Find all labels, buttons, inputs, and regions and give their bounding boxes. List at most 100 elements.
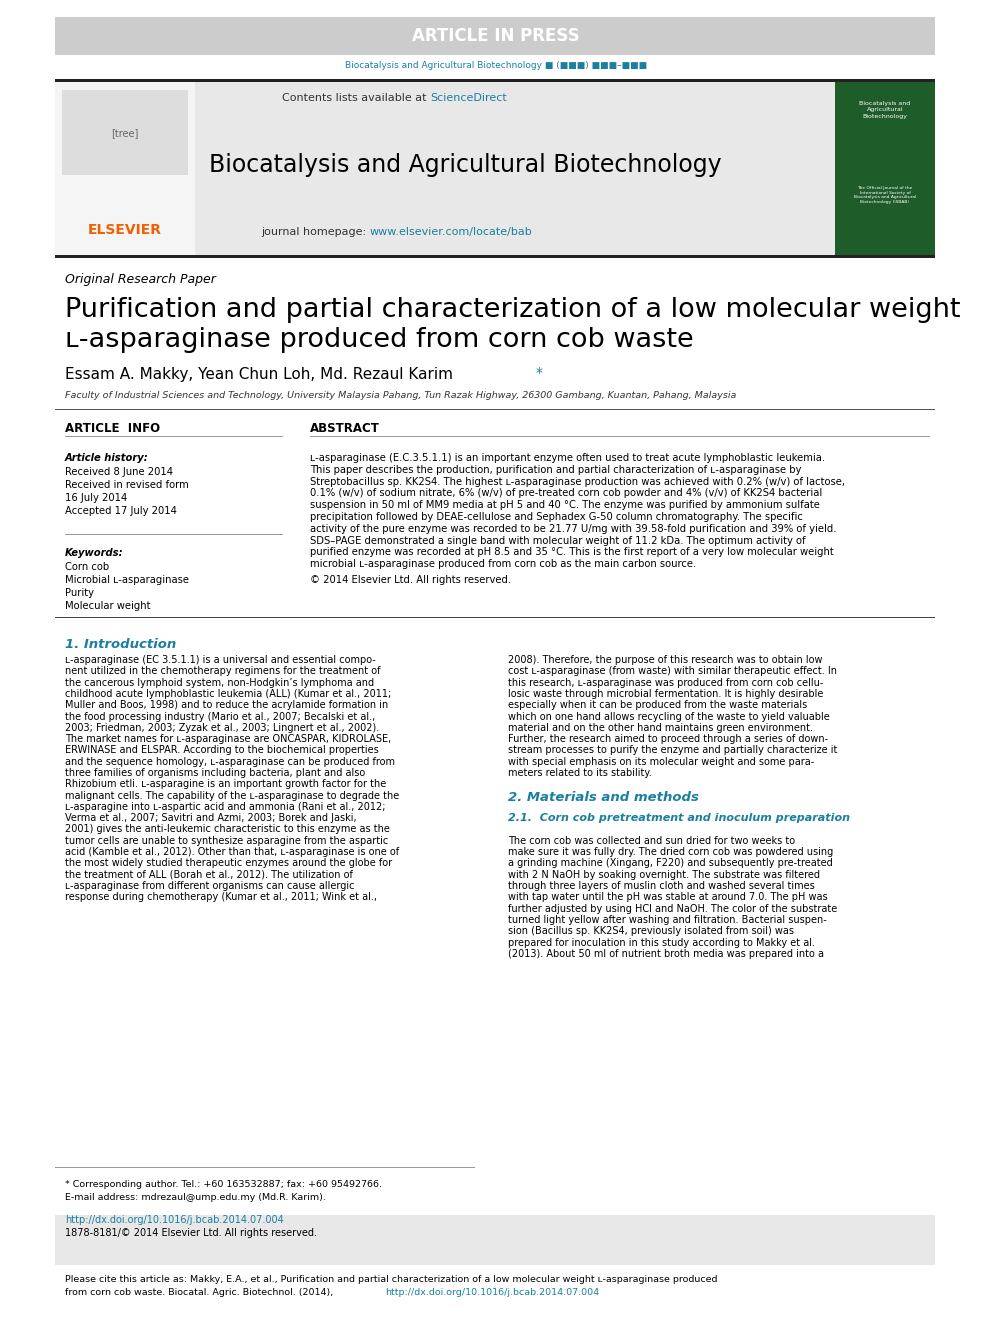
Text: which on one hand allows recycling of the waste to yield valuable: which on one hand allows recycling of th…: [508, 712, 829, 721]
Text: Received in revised form: Received in revised form: [65, 480, 188, 490]
Text: (2013). About 50 ml of nutrient broth media was prepared into a: (2013). About 50 ml of nutrient broth me…: [508, 949, 824, 959]
Text: Essam A. Makky, Yean Chun Loh, Md. Rezaul Karim: Essam A. Makky, Yean Chun Loh, Md. Rezau…: [65, 368, 453, 382]
Text: losic waste through microbial fermentation. It is highly desirable: losic waste through microbial fermentati…: [508, 689, 823, 699]
Text: Biocatalysis and Agricultural Biotechnology: Biocatalysis and Agricultural Biotechnol…: [208, 153, 721, 177]
Text: 2008). Therefore, the purpose of this research was to obtain low: 2008). Therefore, the purpose of this re…: [508, 655, 822, 665]
Text: Original Research Paper: Original Research Paper: [65, 274, 216, 287]
Text: acid (Kamble et al., 2012). Other than that, ʟ-asparaginase is one of: acid (Kamble et al., 2012). Other than t…: [65, 847, 399, 857]
Text: 2001) gives the anti-leukemic characteristic to this enzyme as the: 2001) gives the anti-leukemic characteri…: [65, 824, 390, 835]
Text: http://dx.doi.org/10.1016/j.bcab.2014.07.004: http://dx.doi.org/10.1016/j.bcab.2014.07…: [385, 1289, 599, 1297]
Bar: [55, 1215, 935, 1265]
Text: prepared for inoculation in this study according to Makky et al.: prepared for inoculation in this study a…: [508, 938, 815, 947]
Text: through three layers of muslin cloth and washed several times: through three layers of muslin cloth and…: [508, 881, 814, 890]
Text: *: *: [536, 366, 543, 380]
Text: 2003; Friedman, 2003; Zyzak et al., 2003; Lingnert et al., 2002).: 2003; Friedman, 2003; Zyzak et al., 2003…: [65, 722, 379, 733]
Text: 0.1% (w/v) of sodium nitrate, 6% (w/v) of pre-treated corn cob powder and 4% (v/: 0.1% (w/v) of sodium nitrate, 6% (w/v) o…: [310, 488, 822, 499]
Text: activity of the pure enzyme was recorded to be 21.77 U/mg with 39.58-fold purifi: activity of the pure enzyme was recorded…: [310, 524, 836, 533]
Text: precipitation followed by DEAE-cellulose and Sephadex G-50 column chromatography: precipitation followed by DEAE-cellulose…: [310, 512, 803, 523]
Text: turned light yellow after washing and filtration. Bacterial suspen-: turned light yellow after washing and fi…: [508, 916, 826, 925]
Text: ScienceDirect: ScienceDirect: [430, 93, 507, 103]
Text: response during chemotherapy (Kumar et al., 2011; Wink et al.,: response during chemotherapy (Kumar et a…: [65, 892, 377, 902]
Text: suspension in 50 ml of MM9 media at pH 5 and 40 °C. The enzyme was purified by a: suspension in 50 ml of MM9 media at pH 5…: [310, 500, 819, 511]
Text: stream processes to purify the enzyme and partially characterize it: stream processes to purify the enzyme an…: [508, 745, 837, 755]
Text: 1878-8181/© 2014 Elsevier Ltd. All rights reserved.: 1878-8181/© 2014 Elsevier Ltd. All right…: [65, 1228, 317, 1238]
Bar: [55, 82, 195, 255]
Text: The Official Journal of the
International Society of
Biocatalysis and Agricultur: The Official Journal of the Internationa…: [854, 185, 917, 204]
Bar: [55, 255, 935, 258]
Text: 2. Materials and methods: 2. Materials and methods: [508, 791, 699, 803]
Text: with special emphasis on its molecular weight and some para-: with special emphasis on its molecular w…: [508, 757, 814, 767]
Text: SDS–PAGE demonstrated a single band with molecular weight of 11.2 kDa. The optim: SDS–PAGE demonstrated a single band with…: [310, 536, 806, 545]
Text: The corn cob was collected and sun dried for two weeks to: The corn cob was collected and sun dried…: [508, 836, 796, 845]
Text: make sure it was fully dry. The dried corn cob was powdered using: make sure it was fully dry. The dried co…: [508, 847, 833, 857]
Text: with 2 N NaOH by soaking overnight. The substrate was filtered: with 2 N NaOH by soaking overnight. The …: [508, 869, 820, 880]
Text: E-mail address: mdrezaul@ump.edu.my (Md.R. Karim).: E-mail address: mdrezaul@ump.edu.my (Md.…: [65, 1193, 326, 1203]
Text: ERWINASE and ELSPAR. According to the biochemical properties: ERWINASE and ELSPAR. According to the bi…: [65, 745, 379, 755]
Text: sion (Bacillus sp. KK2S4, previously isolated from soil) was: sion (Bacillus sp. KK2S4, previously iso…: [508, 926, 794, 937]
Text: this research, ʟ-asparaginase was produced from corn cob cellu-: this research, ʟ-asparaginase was produc…: [508, 677, 823, 688]
Text: Streptobacillus sp. KK2S4. The highest ʟ-asparaginase production was achieved wi: Streptobacillus sp. KK2S4. The highest ʟ…: [310, 476, 845, 487]
Text: three families of organisms including bacteria, plant and also: three families of organisms including ba…: [65, 767, 365, 778]
Text: * Corresponding author. Tel.: +60 163532887; fax: +60 95492766.: * Corresponding author. Tel.: +60 163532…: [65, 1180, 382, 1189]
Text: a grinding machine (Xingang, F220) and subsequently pre-treated: a grinding machine (Xingang, F220) and s…: [508, 859, 832, 868]
Bar: [195, 82, 835, 255]
Text: www.elsevier.com/locate/bab: www.elsevier.com/locate/bab: [370, 228, 533, 237]
Text: the most widely studied therapeutic enzymes around the globe for: the most widely studied therapeutic enzy…: [65, 859, 392, 868]
Text: ʟ-asparaginase (EC 3.5.1.1) is a universal and essential compo-: ʟ-asparaginase (EC 3.5.1.1) is a univers…: [65, 655, 376, 665]
Text: Keywords:: Keywords:: [65, 548, 124, 558]
Text: Rhizobium etli. ʟ-asparagine is an important growth factor for the: Rhizobium etli. ʟ-asparagine is an impor…: [65, 779, 386, 790]
Text: ʟ-asparaginase produced from corn cob waste: ʟ-asparaginase produced from corn cob wa…: [65, 327, 693, 353]
Text: childhood acute lymphoblastic leukemia (ALL) (Kumar et al., 2011;: childhood acute lymphoblastic leukemia (…: [65, 689, 391, 699]
Text: Contents lists available at: Contents lists available at: [282, 93, 430, 103]
Text: Verma et al., 2007; Savitri and Azmi, 2003; Borek and Jaski,: Verma et al., 2007; Savitri and Azmi, 20…: [65, 814, 357, 823]
Bar: [55, 79, 935, 82]
Text: ELSEVIER: ELSEVIER: [88, 224, 162, 237]
Text: This paper describes the production, purification and partial characterization o: This paper describes the production, pur…: [310, 464, 802, 475]
Text: further adjusted by using HCl and NaOH. The color of the substrate: further adjusted by using HCl and NaOH. …: [508, 904, 837, 914]
Text: cost ʟ-asparaginase (from waste) with similar therapeutic effect. In: cost ʟ-asparaginase (from waste) with si…: [508, 667, 837, 676]
Text: Corn cob: Corn cob: [65, 562, 109, 572]
Text: Purification and partial characterization of a low molecular weight: Purification and partial characterizatio…: [65, 296, 960, 323]
Text: Accepted 17 July 2014: Accepted 17 July 2014: [65, 505, 177, 516]
Text: Further, the research aimed to proceed through a series of down-: Further, the research aimed to proceed t…: [508, 734, 828, 744]
Bar: [835, 82, 935, 255]
Text: especially when it can be produced from the waste materials: especially when it can be produced from …: [508, 700, 807, 710]
Text: 16 July 2014: 16 July 2014: [65, 493, 127, 503]
Text: journal homepage:: journal homepage:: [261, 228, 370, 237]
Text: tumor cells are unable to synthesize asparagine from the aspartic: tumor cells are unable to synthesize asp…: [65, 836, 388, 845]
Text: the cancerous lymphoid system, non-Hodgkin’s lymphoma and: the cancerous lymphoid system, non-Hodgk…: [65, 677, 374, 688]
Text: Biocatalysis and Agricultural Biotechnology ■ (■■■) ■■■–■■■: Biocatalysis and Agricultural Biotechnol…: [345, 61, 647, 70]
Text: microbial ʟ-asparaginase produced from corn cob as the main carbon source.: microbial ʟ-asparaginase produced from c…: [310, 560, 696, 569]
Text: the food processing industry (Mario et al., 2007; Becalski et al.,: the food processing industry (Mario et a…: [65, 712, 375, 721]
Text: Muller and Boos, 1998) and to reduce the acrylamide formation in: Muller and Boos, 1998) and to reduce the…: [65, 700, 388, 710]
Bar: [55, 409, 935, 410]
Text: Please cite this article as: Makky, E.A., et al., Purification and partial chara: Please cite this article as: Makky, E.A.…: [65, 1275, 717, 1285]
Text: © 2014 Elsevier Ltd. All rights reserved.: © 2014 Elsevier Ltd. All rights reserved…: [310, 576, 511, 585]
Bar: [55, 617, 935, 618]
Text: and the sequence homology, ʟ-asparaginase can be produced from: and the sequence homology, ʟ-asparaginas…: [65, 757, 395, 767]
Text: material and on the other hand maintains green environment.: material and on the other hand maintains…: [508, 722, 813, 733]
Text: ʟ-asparaginase from different organisms can cause allergic: ʟ-asparaginase from different organisms …: [65, 881, 354, 890]
Text: purified enzyme was recorded at pH 8.5 and 35 °C. This is the first report of a : purified enzyme was recorded at pH 8.5 a…: [310, 548, 833, 557]
Text: Article history:: Article history:: [65, 452, 149, 463]
Bar: [62, 90, 188, 175]
Text: The market names for ʟ-asparaginase are ONCASPAR, KIDROLASE,: The market names for ʟ-asparaginase are …: [65, 734, 391, 744]
Text: malignant cells. The capability of the ʟ-asparaginase to degrade the: malignant cells. The capability of the ʟ…: [65, 791, 399, 800]
Text: ʟ-asparagine into ʟ-aspartic acid and ammonia (Rani et al., 2012;: ʟ-asparagine into ʟ-aspartic acid and am…: [65, 802, 386, 812]
Text: 1. Introduction: 1. Introduction: [65, 638, 177, 651]
Text: ʟ-asparaginase (E.C.3.5.1.1) is an important enzyme often used to treat acute ly: ʟ-asparaginase (E.C.3.5.1.1) is an impor…: [310, 452, 825, 463]
Text: Faculty of Industrial Sciences and Technology, University Malaysia Pahang, Tun R: Faculty of Industrial Sciences and Techn…: [65, 392, 736, 401]
Text: Purity: Purity: [65, 587, 94, 598]
Text: Received 8 June 2014: Received 8 June 2014: [65, 467, 173, 478]
Text: http://dx.doi.org/10.1016/j.bcab.2014.07.004: http://dx.doi.org/10.1016/j.bcab.2014.07…: [65, 1215, 284, 1225]
Text: from corn cob waste. Biocatal. Agric. Biotechnol. (2014),: from corn cob waste. Biocatal. Agric. Bi…: [65, 1289, 336, 1297]
Text: [tree]: [tree]: [111, 128, 139, 138]
Text: with tap water until the pH was stable at around 7.0. The pH was: with tap water until the pH was stable a…: [508, 892, 827, 902]
Text: Microbial ʟ-asparaginase: Microbial ʟ-asparaginase: [65, 576, 189, 585]
Text: the treatment of ALL (Borah et al., 2012). The utilization of: the treatment of ALL (Borah et al., 2012…: [65, 869, 353, 880]
Text: nent utilized in the chemotherapy regimens for the treatment of: nent utilized in the chemotherapy regime…: [65, 667, 381, 676]
Text: Molecular weight: Molecular weight: [65, 601, 151, 611]
Text: 2.1.  Corn cob pretreatment and inoculum preparation: 2.1. Corn cob pretreatment and inoculum …: [508, 814, 850, 823]
Text: meters related to its stability.: meters related to its stability.: [508, 767, 652, 778]
Bar: [55, 17, 935, 56]
